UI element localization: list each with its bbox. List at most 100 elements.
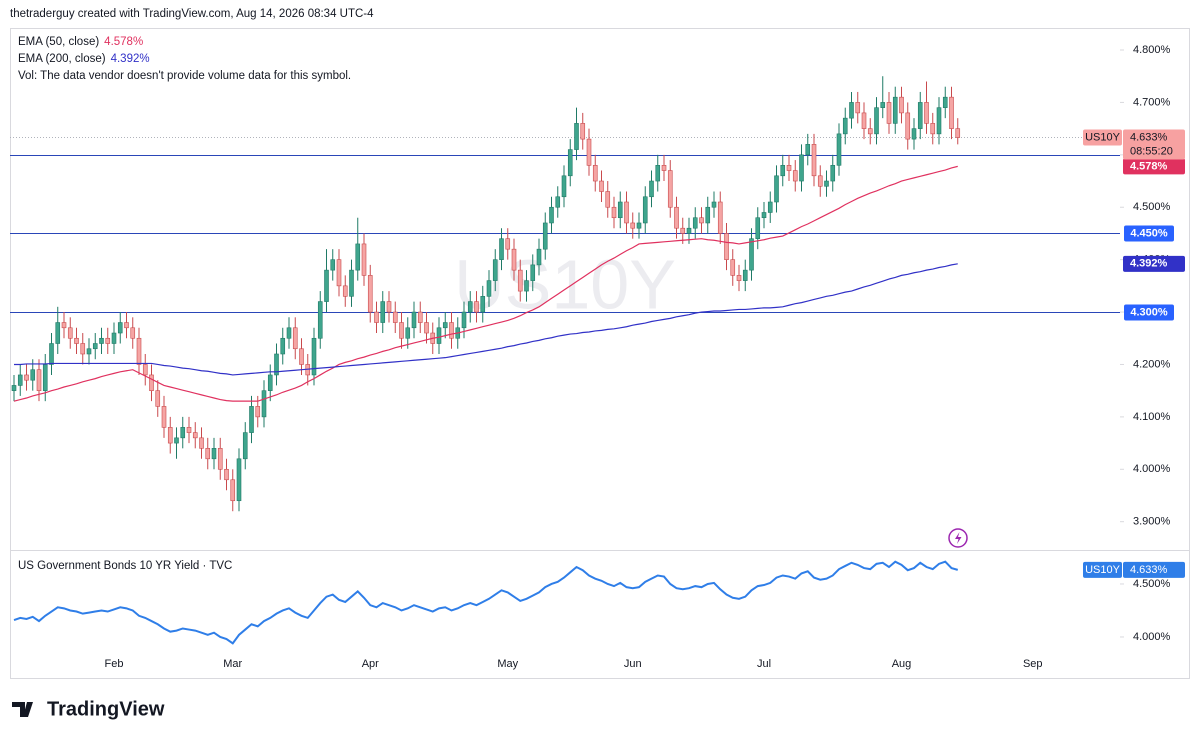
candle-body [761, 212, 767, 219]
lower-price-tag [1123, 561, 1185, 578]
candle-body [811, 144, 817, 177]
candle-body [411, 311, 417, 329]
legend-name: EMA (50, close) [18, 36, 99, 48]
candle-body [424, 322, 429, 334]
candle-body [99, 337, 104, 344]
candle-body [161, 406, 167, 428]
x-tick-label: May [497, 658, 518, 670]
candle-body [274, 353, 279, 376]
candle-body [549, 206, 554, 224]
candle-body [842, 117, 848, 135]
candle-body [399, 322, 404, 339]
candle-body [417, 311, 423, 323]
candle-body [517, 269, 523, 292]
candle-body [861, 112, 867, 129]
frame [10, 28, 1190, 679]
candle-body [917, 102, 923, 129]
level-tag [1124, 225, 1174, 242]
candle-body [449, 322, 454, 339]
candle-body [567, 149, 573, 177]
candle-body [774, 175, 779, 203]
y-tick-label: 4.500% [1133, 578, 1171, 590]
candle-body [942, 96, 948, 108]
alert-icon[interactable] [948, 528, 968, 548]
candle-body [936, 107, 942, 135]
countdown-label: 08:55:20 [1130, 145, 1173, 157]
candle-body [242, 432, 248, 460]
y-tick-label: 4.000% [1133, 631, 1171, 643]
candle-body [217, 448, 223, 470]
candle-body [711, 201, 717, 208]
symbol-tag [1083, 129, 1122, 146]
candle-body [780, 165, 786, 177]
candle-body [955, 128, 961, 138]
y-tick-label: 4.100% [1133, 411, 1171, 423]
candle-body [49, 343, 54, 365]
candle-body [361, 243, 367, 276]
x-tick-label: Jun [624, 658, 642, 670]
legend-ema200: EMA (200, close) 4.392% [18, 53, 150, 65]
lower-line [13, 560, 959, 645]
candle-body [736, 275, 742, 281]
ema-line [13, 165, 958, 402]
candle-body [911, 128, 917, 140]
candle-body [730, 259, 736, 276]
candle-body [299, 348, 304, 365]
candle-body [480, 296, 486, 313]
y-tick-label: 4.700% [1133, 96, 1171, 108]
candle-body [105, 337, 111, 344]
candle-body [611, 206, 617, 219]
candle-body [205, 448, 211, 460]
candle-body [155, 390, 161, 407]
candle-body [511, 248, 517, 271]
alert-bolt [955, 532, 962, 544]
candle-body [180, 427, 186, 439]
candle-body [905, 112, 911, 140]
candle-body [817, 175, 823, 187]
candle-body [392, 311, 398, 323]
candle-body [42, 364, 48, 391]
candle-body [67, 327, 73, 339]
x-tick-label: Feb [105, 658, 124, 670]
candle-body [755, 217, 761, 239]
candle-body [255, 406, 261, 418]
candle-body [292, 327, 298, 350]
candle-body [849, 102, 854, 119]
candle-body [574, 123, 579, 150]
candle-body [599, 180, 604, 192]
y-tick-label: 4.000% [1133, 463, 1171, 475]
x-tick-label: Apr [362, 658, 379, 670]
logo-mark [12, 702, 33, 717]
candle-body [192, 432, 198, 439]
candle-body [386, 301, 392, 313]
candle-body [499, 238, 504, 260]
candle-body [199, 437, 204, 449]
candle-body [886, 102, 892, 124]
lower-pane-title: US Government Bonds 10 YR Yield · TVC [18, 560, 232, 572]
candle-body [742, 269, 748, 281]
candle-body [467, 301, 473, 313]
candle-body [686, 227, 692, 234]
candle-body [74, 337, 79, 344]
candle-body [405, 327, 411, 339]
candle-body [617, 201, 623, 219]
candle-body [555, 196, 561, 208]
lower-symbol-label: US10Y [1085, 564, 1121, 576]
candle-body [286, 327, 292, 339]
ema-tag-label: 4.392% [1130, 258, 1168, 270]
candle-body [86, 348, 92, 355]
candle-body [367, 275, 373, 313]
ema-tag [1123, 158, 1185, 175]
price-tag [1123, 129, 1185, 160]
candle-body [592, 165, 598, 182]
candle-body [380, 301, 386, 323]
candle-body [486, 280, 492, 297]
candle-body [830, 165, 836, 182]
candle-body [324, 269, 329, 302]
candle-body [799, 154, 804, 182]
candle-body [461, 311, 467, 329]
candle-body [142, 364, 148, 376]
candle-body [492, 259, 498, 281]
candle-body [674, 206, 679, 229]
